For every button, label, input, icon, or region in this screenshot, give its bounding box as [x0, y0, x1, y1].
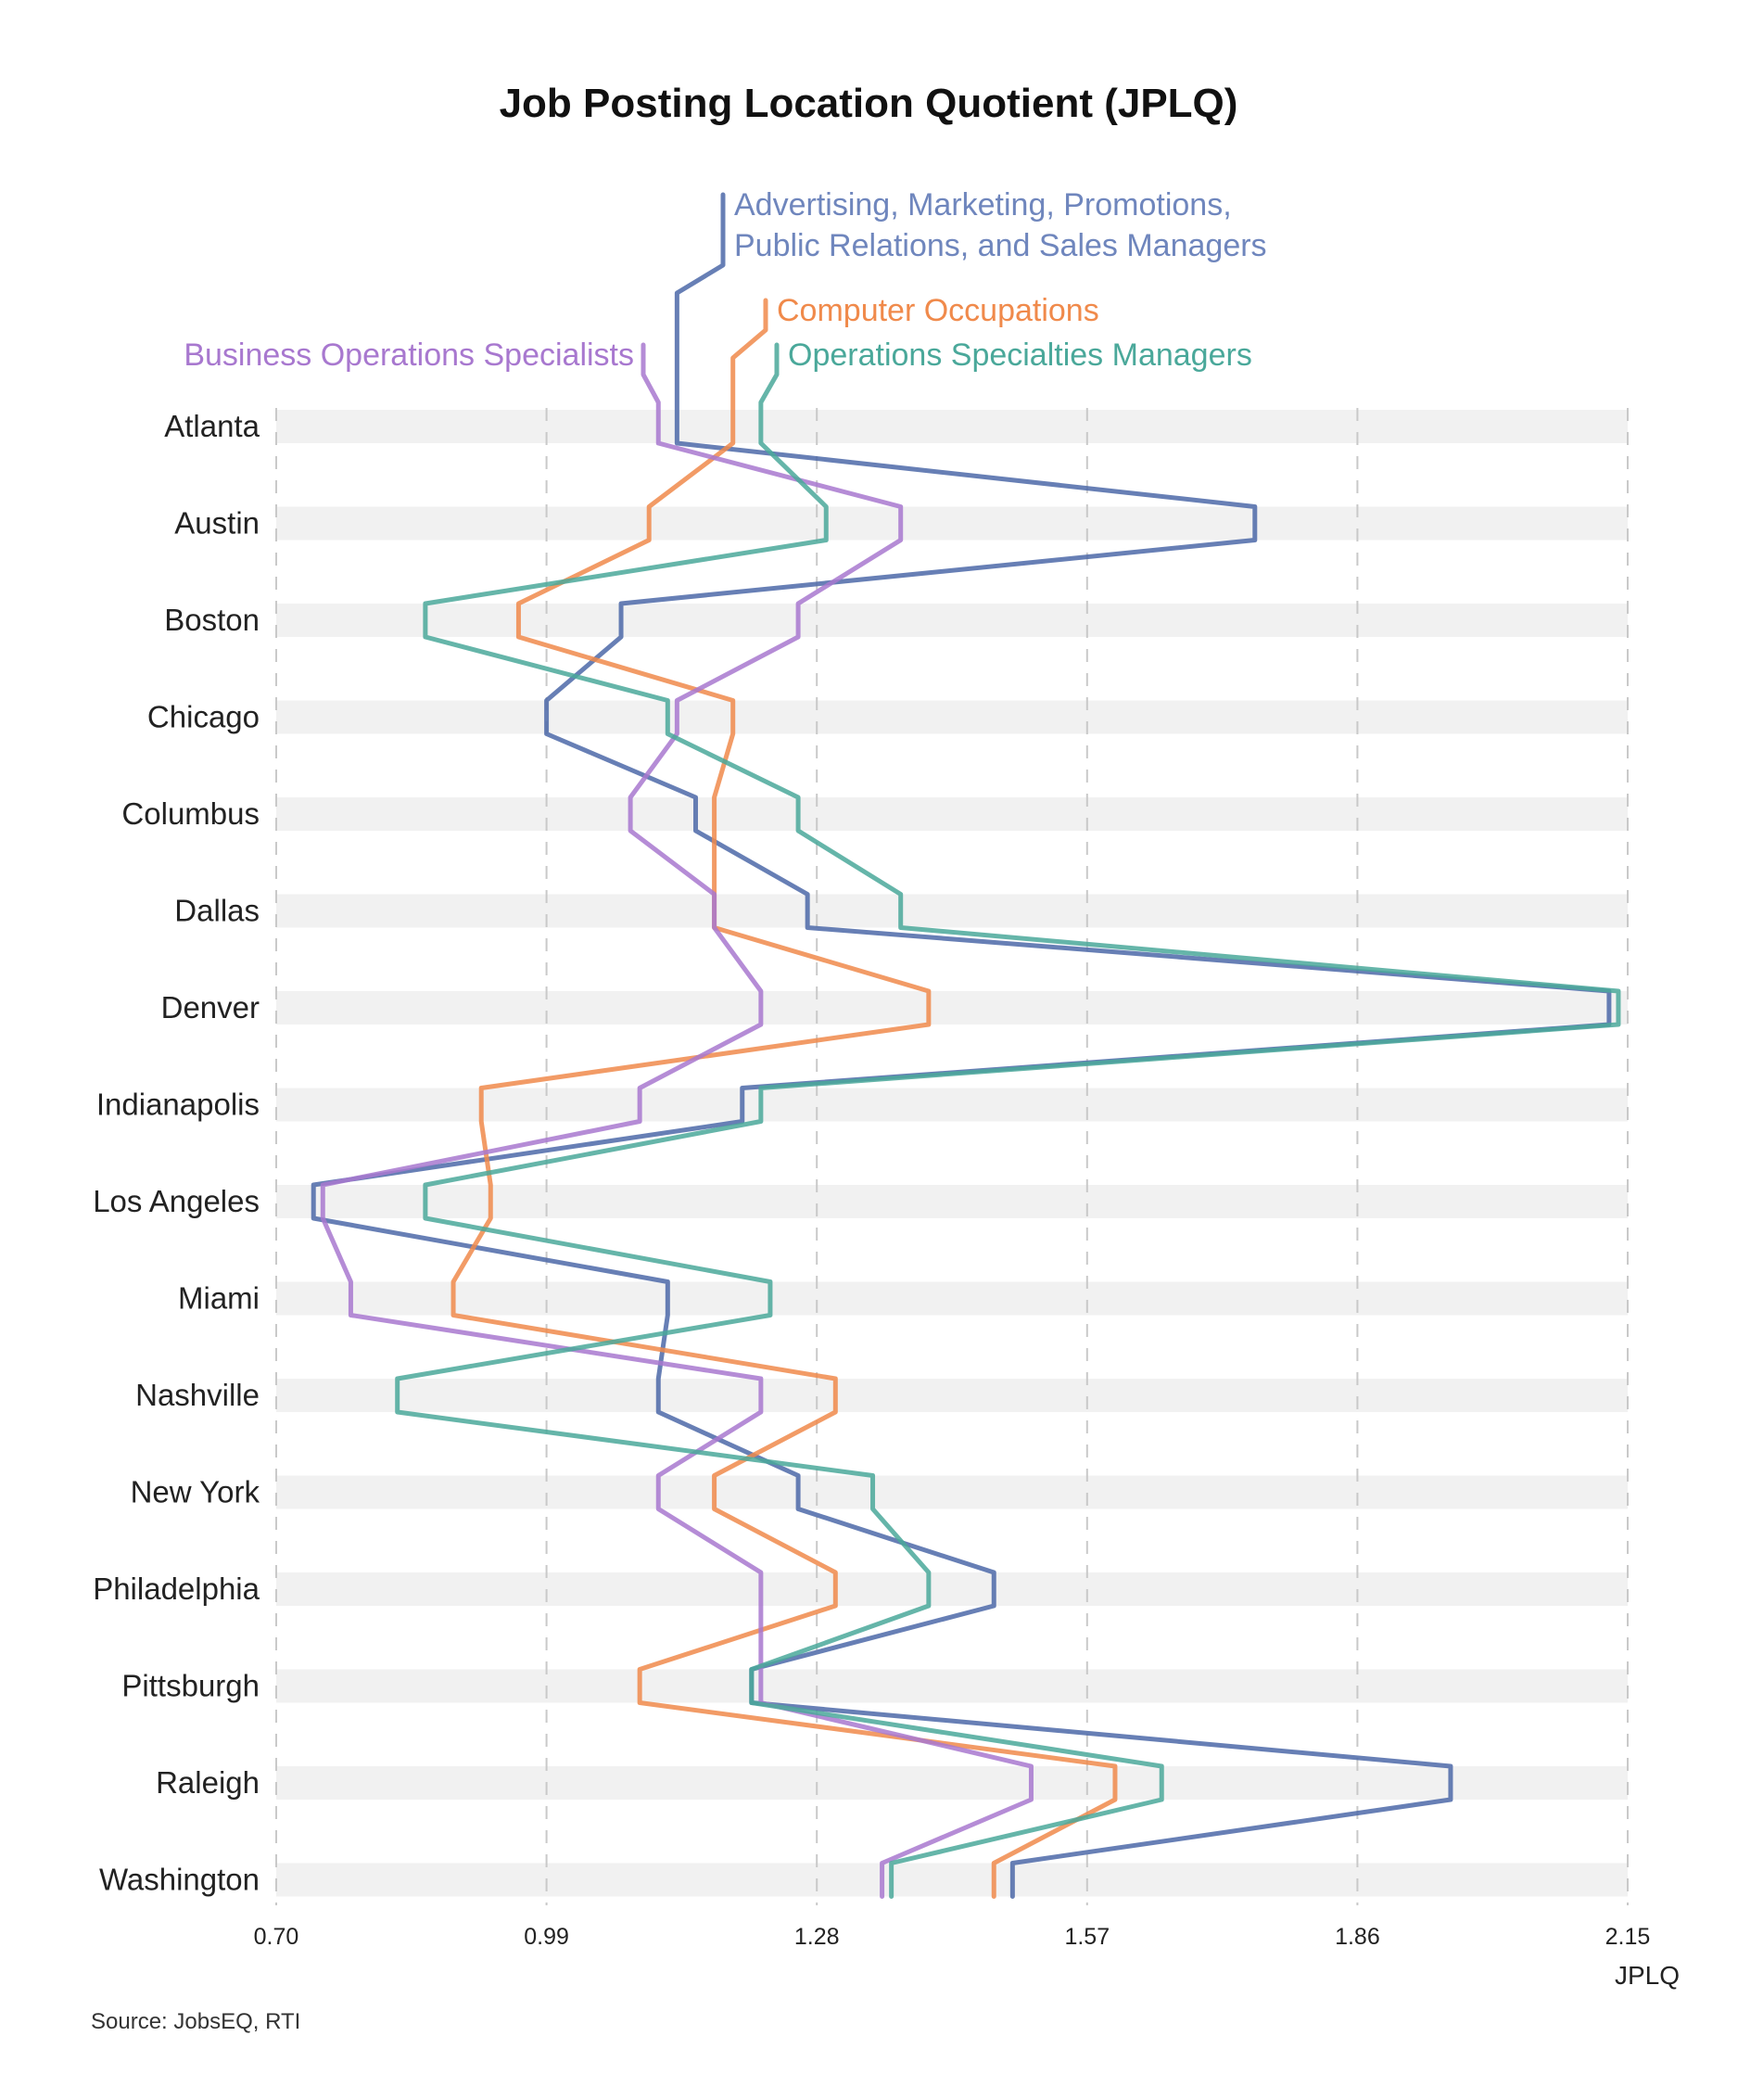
band-dallas	[276, 894, 1628, 928]
category-label-washington: Washington	[99, 1863, 260, 1897]
series-line-computer-occupations	[450, 298, 1118, 1899]
category-label-austin: Austin	[174, 506, 260, 541]
source-note: Source: JobsEQ, RTI	[91, 2009, 300, 2034]
x-tick-label-1-86: 1.86	[1335, 1924, 1380, 1950]
x-tick-label-0-70: 0.70	[254, 1924, 299, 1950]
series-lines	[311, 192, 1621, 1899]
x-tick-label-0-99: 0.99	[524, 1924, 569, 1950]
category-label-dallas: Dallas	[174, 894, 260, 928]
category-label-chicago: Chicago	[147, 700, 260, 734]
band-columbus	[276, 797, 1628, 831]
category-bands	[276, 410, 1628, 1897]
series-line-operations-specialties-managers	[395, 342, 1621, 1899]
band-austin	[276, 506, 1628, 541]
series-line-advertising-marketing-promotions-public-	[311, 192, 1612, 1899]
band-chicago	[276, 700, 1628, 734]
band-philadelphia	[276, 1572, 1628, 1606]
legend-label-advertising-marketing-promotions-public--0: Advertising, Marketing, Promotions,	[734, 187, 1232, 223]
x-axis-label: JPLQ	[1615, 1961, 1680, 1990]
chart-title: Job Posting Location Quotient (JPLQ)	[500, 81, 1238, 126]
x-tick-label-1-57: 1.57	[1064, 1924, 1110, 1950]
legend-label-advertising-marketing-promotions-public--1: Public Relations, and Sales Managers	[734, 228, 1267, 263]
band-pittsburgh	[276, 1669, 1628, 1703]
category-label-new-york: New York	[131, 1475, 260, 1509]
band-new-york	[276, 1475, 1628, 1509]
category-label-columbus: Columbus	[121, 796, 260, 831]
band-raleigh	[276, 1766, 1628, 1800]
band-denver	[276, 991, 1628, 1025]
band-washington	[276, 1863, 1628, 1897]
legend-label-operations-specialties-managers-0: Operations Specialties Managers	[788, 337, 1252, 373]
category-label-indianapolis: Indianapolis	[96, 1088, 260, 1122]
band-miami	[276, 1281, 1628, 1316]
category-label-boston: Boston	[164, 603, 260, 637]
category-label-philadelphia: Philadelphia	[93, 1572, 260, 1606]
category-label-los-angeles: Los Angeles	[93, 1184, 260, 1218]
legend-labels: Advertising, Marketing, Promotions, Publi…	[184, 187, 1266, 373]
series-line-business-operations-specialists	[320, 342, 1034, 1899]
category-label-nashville: Nashville	[135, 1378, 260, 1412]
band-los-angeles	[276, 1185, 1628, 1218]
category-label-miami: Miami	[178, 1281, 260, 1316]
category-label-raleigh: Raleigh	[156, 1765, 260, 1800]
vertical-gridlines	[275, 408, 1629, 1905]
legend-label-business-operations-specialists-0: Business Operations Specialists	[184, 337, 634, 373]
band-boston	[276, 604, 1628, 637]
category-label-denver: Denver	[161, 990, 260, 1025]
band-atlanta	[276, 410, 1628, 443]
band-nashville	[276, 1379, 1628, 1412]
band-indianapolis	[276, 1088, 1628, 1122]
legend-label-computer-occupations-0: Computer Occupations	[777, 293, 1099, 328]
x-tick-labels: 0.70 0.99 1.28 1.57 1.86 2.15	[254, 1924, 1651, 1950]
category-label-pittsburgh: Pittsburgh	[121, 1669, 260, 1703]
category-labels: Atlanta Austin Boston Chicago Columbus Dallas…	[93, 409, 260, 1897]
x-tick-label-2-15: 2.15	[1605, 1924, 1651, 1950]
category-label-atlanta: Atlanta	[164, 409, 260, 443]
x-tick-label-1-28: 1.28	[794, 1924, 840, 1950]
